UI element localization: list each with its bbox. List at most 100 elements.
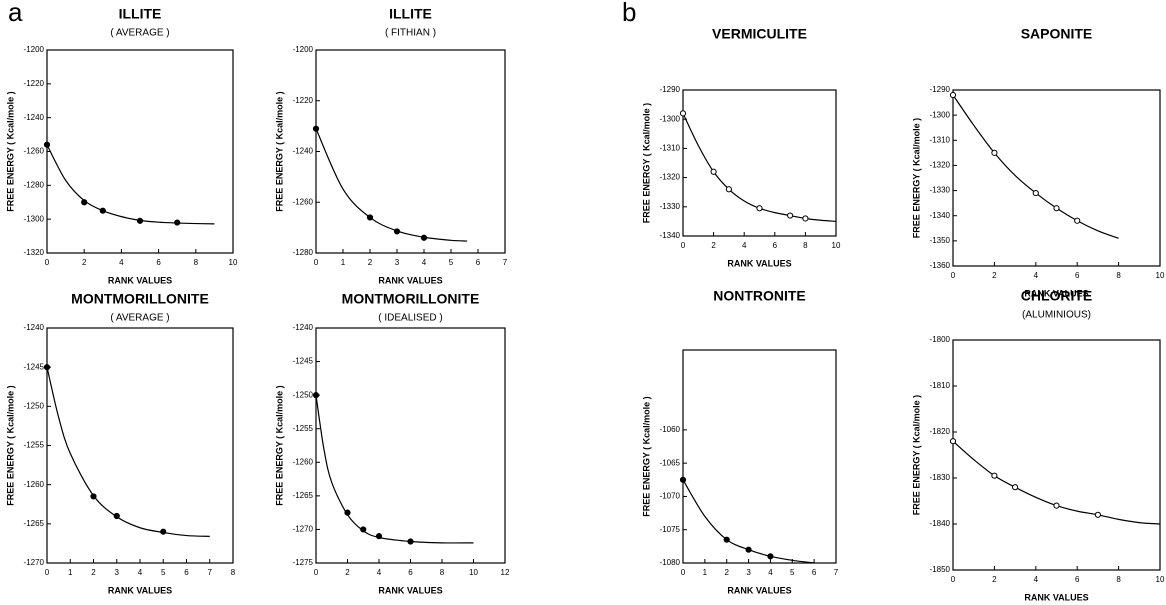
data-point (420, 234, 428, 241)
subplot: MONTMORILLONITE ( IDEALISED ) -1275 -1270 -1… (274, 291, 510, 596)
y-tick-label: -1290 (660, 85, 681, 94)
x-tick-label: 3 (395, 258, 400, 267)
y-tick-label: -1255 (293, 424, 314, 433)
data-point (344, 509, 351, 516)
data-point (366, 214, 374, 221)
y-tick-label: -1300 (24, 214, 45, 223)
x-axis-label: RANK VALUES (378, 275, 442, 285)
y-tick-label: -1260 (24, 147, 45, 156)
y-tick-label: -1075 (660, 525, 681, 534)
x-tick-label: 7 (503, 258, 508, 267)
chart-subtitle: ( AVERAGE ) (110, 28, 169, 39)
data-point (1012, 484, 1019, 491)
y-axis-label: FREE ENERGY ( Kcal/mole ) (274, 91, 284, 211)
y-tick-label: -1200 (293, 45, 314, 54)
y-tick-label: -1310 (930, 135, 951, 144)
x-tick-label: 6 (1075, 271, 1080, 280)
y-tick-label: -1265 (293, 491, 314, 500)
data-point (174, 219, 181, 226)
x-tick-label: 2 (992, 575, 997, 584)
x-axis-label: RANK VALUES (1024, 592, 1088, 602)
x-tick-label: 2 (724, 568, 729, 577)
x-tick-label: 0 (951, 575, 956, 584)
y-axis-label: FREE ENERGY ( Kcal/mole ) (5, 91, 15, 211)
y-tick-label: -1080 (660, 558, 681, 567)
y-axis-label: FREE ENERGY ( Kcal/mole ) (5, 385, 15, 505)
data-point (375, 533, 383, 540)
data-point (1053, 502, 1060, 509)
x-tick-label: 10 (229, 258, 238, 267)
x-tick-label: 4 (742, 241, 747, 250)
data-point (1053, 205, 1060, 212)
data-point (949, 438, 957, 445)
x-tick-label: 2 (82, 258, 87, 267)
data-point (949, 91, 957, 99)
y-tick-label: -1240 (293, 147, 314, 156)
y-tick-label: -1200 (24, 45, 45, 54)
panel-label: b (622, 0, 636, 27)
chart-subtitle: ( AVERAGE ) (110, 313, 169, 324)
x-tick-label: 0 (314, 568, 319, 577)
subplot: MONTMORILLONITE ( AVERAGE ) -1270 -1265 -126… (5, 291, 235, 596)
y-tick-label: -1275 (293, 558, 314, 567)
y-tick-label: -1280 (293, 248, 314, 257)
y-tick-label: -1840 (930, 519, 951, 528)
y-tick-label: -1240 (293, 323, 314, 332)
y-tick-label: -1260 (24, 480, 45, 489)
data-point (99, 207, 106, 214)
plot-frame (315, 327, 506, 564)
chart-title: ILLITE (119, 6, 162, 22)
x-tick-label: 6 (184, 568, 189, 577)
x-tick-label: 10 (469, 568, 478, 577)
x-tick-label: 0 (681, 241, 686, 250)
data-point (43, 141, 51, 148)
y-tick-label: -1330 (930, 186, 951, 195)
y-tick-label: -1820 (930, 427, 951, 436)
plot-frame (952, 89, 1161, 267)
y-tick-label: -1340 (660, 231, 681, 240)
x-tick-label: 8 (194, 258, 199, 267)
subplot: NONTRONITE -1080 -1075 -1070 -1065 -1060 0 1 2 3 4… (641, 288, 838, 596)
x-tick-label: 5 (161, 568, 166, 577)
data-point (1074, 217, 1081, 224)
subplot: a ILLITE ( AVERAGE ) -1320 -1300 -1280 -1260 -1… (5, 0, 238, 285)
x-tick-label: 8 (1116, 271, 1121, 280)
y-tick-label: -1320 (930, 161, 951, 170)
y-tick-label: -1270 (293, 525, 314, 534)
data-point (756, 205, 763, 212)
x-tick-label: 0 (951, 271, 956, 280)
x-tick-label: 3 (746, 568, 751, 577)
data-point (991, 472, 998, 479)
subplot: CHLORITE (ALUMINIOUS) -1850 -1840 -1830 -1820… (911, 288, 1165, 603)
data-point (725, 186, 733, 193)
data-point (360, 526, 367, 533)
data-point (43, 364, 51, 371)
y-tick-label: -1300 (930, 110, 951, 119)
x-tick-label: 10 (832, 241, 841, 250)
x-tick-label: 1 (703, 568, 708, 577)
data-point (991, 149, 998, 156)
fit-curve (952, 440, 1161, 525)
data-point (787, 212, 794, 219)
y-tick-label: -1250 (24, 401, 45, 410)
fit-curve (315, 395, 474, 544)
x-tick-label: 8 (231, 568, 236, 577)
x-tick-label: 2 (345, 568, 350, 577)
x-tick-label: 0 (45, 568, 50, 577)
y-tick-label: -1310 (660, 144, 681, 153)
data-point (312, 125, 320, 132)
data-point (113, 512, 120, 520)
y-tick-label: -1270 (24, 558, 45, 567)
y-tick-label: -1265 (24, 519, 45, 528)
chart-title: VERMICULITE (712, 26, 807, 42)
fit-curve (952, 94, 1119, 239)
y-axis-label: FREE ENERGY ( Kcal/mole ) (911, 395, 921, 515)
x-tick-label: 5 (449, 258, 454, 267)
chart-title: CHLORITE (1021, 288, 1093, 304)
x-tick-label: 6 (408, 568, 413, 577)
x-tick-label: 6 (812, 568, 817, 577)
x-axis-label: RANK VALUES (727, 585, 791, 595)
x-tick-label: 2 (368, 258, 373, 267)
data-point (745, 546, 752, 553)
y-tick-label: -1245 (24, 362, 45, 371)
